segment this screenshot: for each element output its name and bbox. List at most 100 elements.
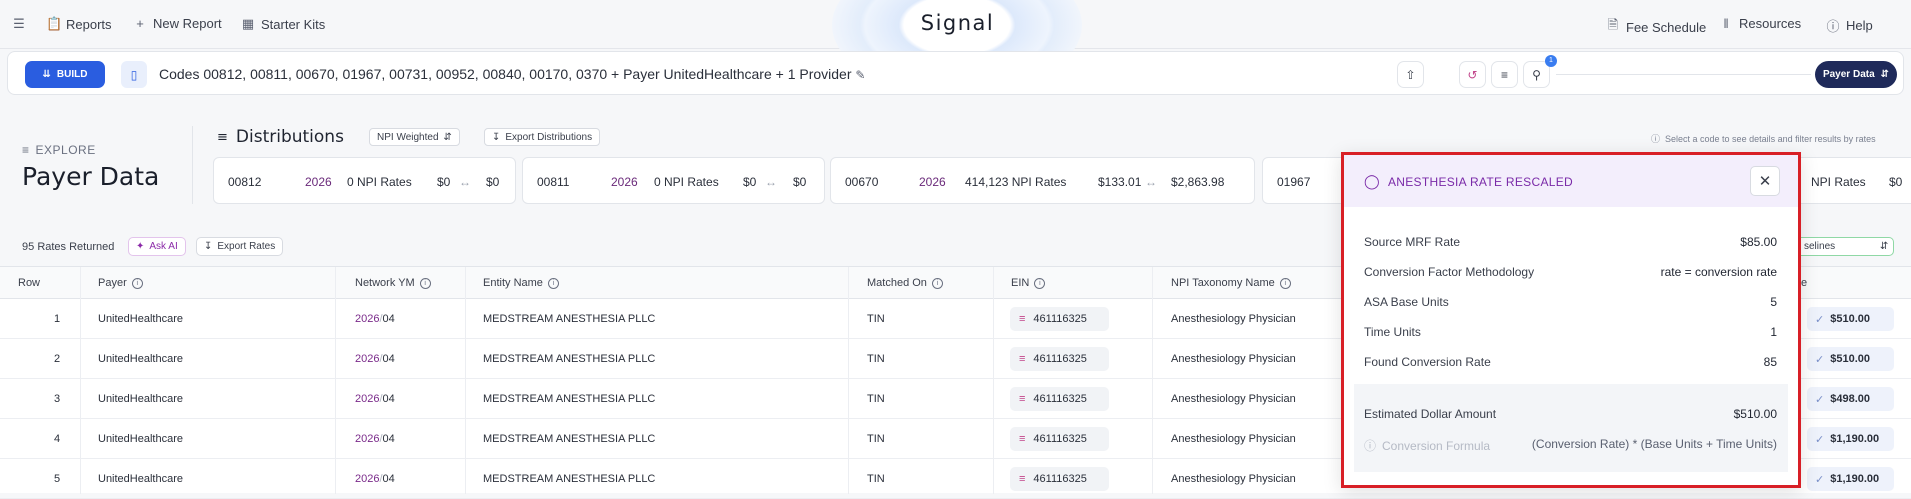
cell-npi-taxonomy: Anesthesiology Physician (1171, 313, 1296, 325)
cell-network-ym: 2026/04 (355, 433, 395, 445)
distributions-title: ≡ Distributions (217, 127, 344, 147)
code-hint: ⓘ Select a code to see details and filter… (1651, 133, 1876, 145)
query-summary[interactable]: Codes 00812, 00811, 00670, 01967, 00731,… (159, 66, 866, 82)
chevron-updown-icon: ⇵ (1880, 241, 1889, 252)
table-row[interactable]: 1 UnitedHealthcare 2026/04 MEDSTREAM ANE… (0, 300, 1911, 339)
ask-ai-button[interactable]: ✦ Ask AI (128, 237, 186, 256)
baselines-select[interactable]: selines ⇵ (1787, 237, 1894, 256)
cell-entity-name: MEDSTREAM ANESTHESIA PLLC (483, 473, 656, 485)
info-icon: ⓘ (1651, 134, 1661, 144)
cell-matched-on: TIN (867, 433, 885, 445)
col-matched-on[interactable]: Matched On i (867, 277, 943, 289)
close-icon: ✕ (1758, 173, 1772, 190)
info-icon[interactable]: i (1279, 277, 1291, 289)
nav-starter-kits[interactable]: ▦ Starter Kits (241, 16, 326, 32)
cell-matched-on: TIN (867, 473, 885, 485)
rate-amount-chip[interactable]: ✓ $510.00 (1807, 307, 1894, 331)
column-divider (1152, 267, 1153, 494)
export-rates-button[interactable]: ↧ Export Rates (196, 237, 284, 256)
search-filter-button[interactable]: ⚲ (1523, 61, 1550, 88)
info-icon[interactable]: i (131, 277, 143, 289)
rates-returned: 95 Rates Returned (22, 241, 115, 253)
field-found-conversion-rate: Found Conversion Rate 85 (1364, 355, 1777, 369)
col-row[interactable]: Row (18, 277, 41, 289)
bookmark-button[interactable]: ▯ (121, 61, 147, 88)
info-icon[interactable]: i (419, 277, 431, 289)
cell-row: 2 (54, 353, 61, 365)
info-icon[interactable]: i (547, 277, 559, 289)
query-bar: ⇊ BUILD ▯ Codes 00812, 00811, 00670, 0196… (7, 51, 1904, 95)
nav-reports[interactable]: 📋 Reports (46, 16, 112, 32)
ein-chip[interactable]: ≡ 461116325 (1010, 427, 1109, 451)
col-ein[interactable]: EIN i (1011, 277, 1046, 289)
data-source-select[interactable]: Payer Data ⇵ (1815, 61, 1897, 88)
build-button[interactable]: ⇊ BUILD (25, 61, 105, 88)
col-rate[interactable]: e (1801, 277, 1808, 289)
column-divider (848, 267, 849, 494)
popover-header: ◯ ANESTHESIA RATE RESCALED ✕ (1344, 155, 1798, 207)
distribution-card-partial[interactable]: NPI Rates $0 (1790, 157, 1911, 204)
hamburger-menu-button[interactable]: ☰ (12, 16, 26, 32)
cell-network-ym: 2026/04 (355, 473, 395, 485)
ein-chip[interactable]: ≡ 461116325 (1010, 387, 1109, 411)
info-icon[interactable]: i (931, 277, 943, 289)
ein-chip[interactable]: ≡ 461116325 (1010, 347, 1109, 371)
cell-row: 3 (54, 393, 61, 405)
column-divider (80, 267, 81, 494)
download-icon: ↧ (492, 131, 501, 143)
share-button[interactable]: ⇧ (1397, 61, 1424, 88)
brand-logo: Signal (920, 11, 995, 35)
grid-icon: ▦ (241, 16, 255, 31)
sort-icon: ≡ (217, 129, 228, 145)
cell-network-ym: 2026/04 (355, 393, 395, 405)
cell-entity-name: MEDSTREAM ANESTHESIA PLLC (483, 433, 656, 445)
list-icon: ≡ (1019, 473, 1026, 485)
library-icon: ‖ (1723, 16, 1729, 31)
filter-button[interactable]: ≡ (1491, 61, 1518, 88)
ein-chip[interactable]: ≡ 461116325 (1010, 467, 1109, 491)
cell-matched-on: TIN (867, 353, 885, 365)
cell-matched-on: TIN (867, 313, 885, 325)
document-icon: 🗎 (1607, 17, 1619, 32)
table-row[interactable]: 4 UnitedHealthcare 2026/04 MEDSTREAM ANE… (0, 420, 1911, 459)
col-entity-name[interactable]: Entity Name i (483, 277, 559, 289)
column-divider (465, 267, 466, 494)
weighting-select[interactable]: NPI Weighted ⇵ (369, 128, 460, 146)
history-button[interactable]: ↺ (1459, 61, 1486, 88)
rate-amount-chip[interactable]: ✓ $1,190.00 (1807, 467, 1894, 491)
info-icon: ⓘ (1364, 439, 1377, 453)
cell-payer: UnitedHealthcare (98, 433, 183, 445)
field-asa-base-units: ASA Base Units 5 (1364, 295, 1777, 309)
export-distributions-button[interactable]: ↧ Export Distributions (484, 128, 601, 146)
cell-npi-taxonomy: Anesthesiology Physician (1171, 393, 1296, 405)
rate-amount-chip[interactable]: ✓ $498.00 (1807, 387, 1894, 411)
field-time-units: Time Units 1 (1364, 325, 1777, 339)
nav-fee-schedule[interactable]: 🗎 Fee Schedule (1606, 16, 1706, 38)
ein-chip[interactable]: ≡ 461116325 (1010, 307, 1109, 331)
list-icon: ≡ (1019, 313, 1026, 325)
nav-resources[interactable]: ‖ Resources (1719, 16, 1801, 31)
upload-icon: ⇧ (1405, 67, 1416, 82)
nav-new-report[interactable]: + New Report (133, 16, 221, 31)
popover-title: ◯ ANESTHESIA RATE RESCALED (1364, 173, 1573, 189)
table-row[interactable]: 2 UnitedHealthcare 2026/04 MEDSTREAM ANE… (0, 340, 1911, 379)
list-icon: ≡ (1019, 353, 1026, 365)
pencil-icon[interactable]: ✎ (855, 68, 866, 82)
check-circle-icon: ✓ (1815, 353, 1825, 366)
rate-amount-chip[interactable]: ✓ $1,190.00 (1807, 427, 1894, 451)
rate-amount-chip[interactable]: ✓ $510.00 (1807, 347, 1894, 371)
info-icon[interactable]: i (1034, 277, 1046, 289)
col-payer[interactable]: Payer i (98, 277, 143, 289)
col-network-ym[interactable]: Network YM i (355, 277, 431, 289)
table-row[interactable]: 3 UnitedHealthcare 2026/04 MEDSTREAM ANE… (0, 380, 1911, 419)
col-npi-taxonomy[interactable]: NPI Taxonomy Name i (1171, 277, 1291, 289)
nav-help[interactable]: ⓘ Help (1826, 18, 1873, 34)
bookmark-icon: ▯ (130, 67, 138, 82)
close-button[interactable]: ✕ (1750, 166, 1780, 196)
estimate-section: Estimated Dollar Amount $510.00 ⓘ Conversi… (1354, 384, 1788, 472)
field-estimated-amount: Estimated Dollar Amount $510.00 (1364, 407, 1777, 421)
download-icon: ↧ (204, 241, 213, 252)
distribution-card-00812[interactable]: 00812 2026 0 NPI Rates $0 ↔ $0 (213, 157, 516, 204)
distribution-card-00811[interactable]: 00811 2026 0 NPI Rates $0 ↔ $0 (522, 157, 825, 204)
distribution-card-00670[interactable]: 00670 2026 414,123 NPI Rates $133.01 ↔ $… (830, 157, 1255, 204)
